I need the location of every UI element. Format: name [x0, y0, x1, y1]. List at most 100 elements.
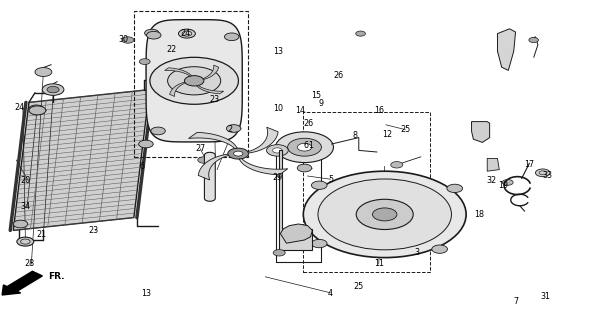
Circle shape	[391, 162, 403, 168]
Circle shape	[147, 31, 161, 39]
Text: 9: 9	[318, 100, 323, 108]
Polygon shape	[472, 122, 490, 142]
Text: 1: 1	[308, 141, 313, 150]
Circle shape	[447, 184, 463, 193]
Text: 8: 8	[352, 131, 357, 140]
Text: 15: 15	[312, 92, 321, 100]
Text: 24: 24	[181, 29, 191, 38]
Circle shape	[297, 143, 312, 151]
Text: 20: 20	[21, 176, 30, 185]
Text: 18: 18	[475, 210, 484, 219]
Circle shape	[297, 164, 312, 172]
Text: 26: 26	[334, 71, 344, 80]
Circle shape	[145, 29, 159, 37]
Text: 19: 19	[499, 181, 508, 190]
Polygon shape	[189, 132, 237, 148]
Circle shape	[29, 106, 46, 115]
Circle shape	[303, 171, 466, 258]
Circle shape	[502, 180, 513, 185]
Text: 31: 31	[541, 292, 551, 301]
Polygon shape	[203, 65, 219, 79]
Text: 16: 16	[374, 106, 384, 115]
Polygon shape	[280, 224, 312, 243]
Circle shape	[147, 93, 159, 99]
Polygon shape	[497, 29, 516, 70]
Text: 28: 28	[24, 260, 34, 268]
Circle shape	[228, 148, 248, 159]
Text: 34: 34	[21, 202, 30, 211]
Text: 27: 27	[195, 144, 205, 153]
Text: 33: 33	[543, 171, 552, 180]
Text: 13: 13	[141, 289, 151, 298]
Circle shape	[432, 245, 447, 253]
Polygon shape	[239, 159, 288, 175]
Polygon shape	[165, 68, 192, 76]
Polygon shape	[146, 20, 242, 142]
Text: 21: 21	[36, 230, 46, 239]
Circle shape	[267, 145, 288, 156]
Circle shape	[198, 157, 210, 163]
Circle shape	[288, 138, 321, 156]
Circle shape	[13, 220, 28, 228]
Circle shape	[168, 67, 221, 95]
Text: 5: 5	[328, 175, 333, 184]
Circle shape	[318, 179, 452, 250]
Text: 7: 7	[513, 297, 518, 306]
Polygon shape	[198, 154, 229, 180]
Text: 10: 10	[274, 104, 283, 113]
Circle shape	[233, 151, 243, 156]
Text: 25: 25	[400, 125, 410, 134]
Text: 30: 30	[119, 36, 128, 44]
Text: 23: 23	[209, 95, 219, 104]
Circle shape	[185, 76, 204, 86]
Polygon shape	[204, 152, 215, 201]
Circle shape	[311, 239, 327, 248]
Text: 4: 4	[328, 289, 333, 298]
Text: 6: 6	[139, 162, 144, 171]
Circle shape	[311, 181, 327, 189]
Text: 22: 22	[167, 45, 177, 54]
Circle shape	[150, 57, 238, 104]
Text: FR.: FR.	[48, 272, 65, 281]
Circle shape	[29, 105, 43, 113]
Circle shape	[226, 125, 241, 132]
Circle shape	[276, 132, 333, 163]
Circle shape	[151, 127, 165, 135]
Polygon shape	[248, 127, 278, 153]
FancyArrow shape	[2, 271, 42, 295]
Text: 13: 13	[274, 47, 283, 56]
Circle shape	[122, 37, 134, 43]
Polygon shape	[487, 158, 499, 171]
Circle shape	[139, 140, 153, 148]
Circle shape	[356, 199, 413, 229]
Circle shape	[42, 84, 64, 95]
Polygon shape	[197, 85, 224, 94]
Circle shape	[273, 148, 282, 153]
Circle shape	[224, 33, 239, 41]
Polygon shape	[13, 90, 150, 230]
Circle shape	[35, 68, 52, 76]
Text: 14: 14	[295, 106, 305, 115]
Circle shape	[356, 31, 365, 36]
Text: 11: 11	[374, 260, 384, 268]
Circle shape	[178, 29, 195, 38]
Polygon shape	[279, 150, 312, 250]
Circle shape	[47, 86, 59, 93]
Text: 6: 6	[304, 141, 309, 150]
Circle shape	[373, 208, 397, 221]
Circle shape	[273, 250, 285, 256]
Circle shape	[535, 169, 550, 177]
Text: 3: 3	[415, 248, 420, 257]
Text: 26: 26	[304, 119, 314, 128]
Circle shape	[529, 37, 538, 43]
Polygon shape	[169, 82, 185, 96]
Text: 2: 2	[228, 125, 233, 134]
Circle shape	[17, 237, 34, 246]
Text: 32: 32	[487, 176, 496, 185]
Text: 17: 17	[525, 160, 534, 169]
Text: 24: 24	[15, 103, 25, 112]
Text: 12: 12	[382, 130, 392, 139]
Text: 23: 23	[89, 226, 98, 235]
Circle shape	[139, 59, 150, 64]
Text: 25: 25	[354, 282, 364, 291]
